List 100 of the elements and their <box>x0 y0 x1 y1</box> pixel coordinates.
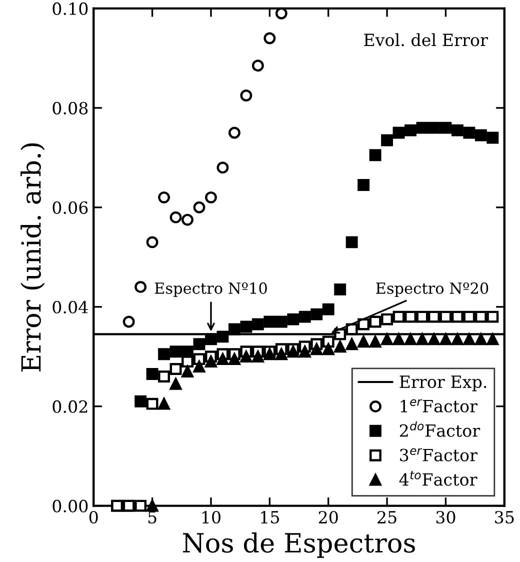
point <box>463 126 476 139</box>
point <box>392 126 405 139</box>
x-tick-label: 35 <box>495 510 514 524</box>
point <box>451 333 464 346</box>
y-axis-title: Error (unid. arb.) <box>20 143 45 372</box>
legend-label: 4$^{to}$Factor <box>399 471 478 486</box>
legend-label: 1$^{er}$Factor <box>400 399 478 412</box>
x-tick-label: 30 <box>436 510 456 524</box>
point <box>158 191 170 204</box>
point <box>486 310 499 323</box>
annotation: Espectro Nº10 <box>154 282 267 297</box>
point <box>486 132 499 144</box>
point <box>463 333 476 346</box>
x-axis-title: Nos de Espectros <box>183 532 415 558</box>
point <box>310 343 323 356</box>
point <box>392 333 405 346</box>
point <box>428 310 440 323</box>
point <box>369 336 382 348</box>
point <box>358 179 370 191</box>
point <box>440 310 452 323</box>
point <box>287 313 300 326</box>
point <box>451 124 464 136</box>
x-tick-label: 15 <box>261 510 279 524</box>
point <box>170 378 182 390</box>
point <box>134 395 147 408</box>
point <box>228 323 240 336</box>
point <box>264 316 276 328</box>
point <box>252 318 264 330</box>
point <box>275 7 288 20</box>
point <box>205 191 217 204</box>
point <box>216 162 229 174</box>
point <box>170 211 182 224</box>
y-tick-label: 0.04 <box>52 300 88 314</box>
point <box>358 336 370 348</box>
point <box>275 348 288 360</box>
point <box>193 338 206 350</box>
y-tick-label: 0.00 <box>52 500 88 512</box>
point <box>404 124 416 136</box>
point <box>322 343 334 356</box>
point <box>275 316 288 328</box>
legend-label: 3$^{er}$Factor <box>400 448 478 462</box>
point <box>122 316 135 328</box>
point <box>146 236 158 248</box>
point <box>310 308 323 320</box>
point <box>416 333 428 346</box>
point <box>240 350 252 363</box>
point <box>428 333 440 346</box>
point <box>158 348 170 360</box>
point <box>298 346 311 358</box>
point <box>182 366 194 378</box>
point <box>158 370 170 382</box>
point <box>146 368 158 380</box>
x-tick-label: 10 <box>202 510 220 524</box>
point <box>228 126 240 139</box>
x-tick-label: 25 <box>378 510 396 524</box>
point <box>474 129 487 142</box>
point <box>252 350 264 363</box>
point <box>228 353 240 366</box>
point <box>134 280 147 293</box>
point <box>358 318 370 330</box>
point <box>205 356 217 368</box>
point <box>404 333 416 346</box>
y-tick-label: 0.08 <box>52 102 88 114</box>
text: Evol. del Error <box>364 33 488 46</box>
point <box>182 214 194 226</box>
point <box>170 363 182 375</box>
y-tick-label: 0.06 <box>52 201 88 214</box>
point <box>252 60 264 72</box>
point <box>381 134 393 146</box>
x-tick-label: 20 <box>318 510 338 524</box>
point <box>146 500 158 512</box>
point <box>404 310 416 323</box>
point <box>463 310 476 323</box>
point <box>216 330 229 343</box>
annotation: Espectro Nº20 <box>376 282 488 297</box>
point <box>428 122 440 134</box>
point <box>440 333 452 346</box>
point <box>381 313 393 326</box>
point <box>146 398 158 410</box>
point <box>416 310 428 323</box>
point <box>264 32 276 44</box>
y-tick-label: 0.10 <box>52 2 88 15</box>
point <box>451 310 464 323</box>
x-tick-label: 0 <box>89 510 98 524</box>
point <box>193 360 206 373</box>
point <box>334 340 346 353</box>
point <box>322 303 334 316</box>
point <box>205 333 217 346</box>
point <box>170 346 182 358</box>
point <box>486 333 499 346</box>
point <box>346 338 358 350</box>
point <box>369 149 382 162</box>
point <box>474 310 487 323</box>
point <box>287 346 300 358</box>
point <box>474 333 487 346</box>
point <box>416 122 428 134</box>
point <box>240 320 252 333</box>
point <box>369 316 382 328</box>
point <box>440 122 452 134</box>
point <box>158 398 170 410</box>
